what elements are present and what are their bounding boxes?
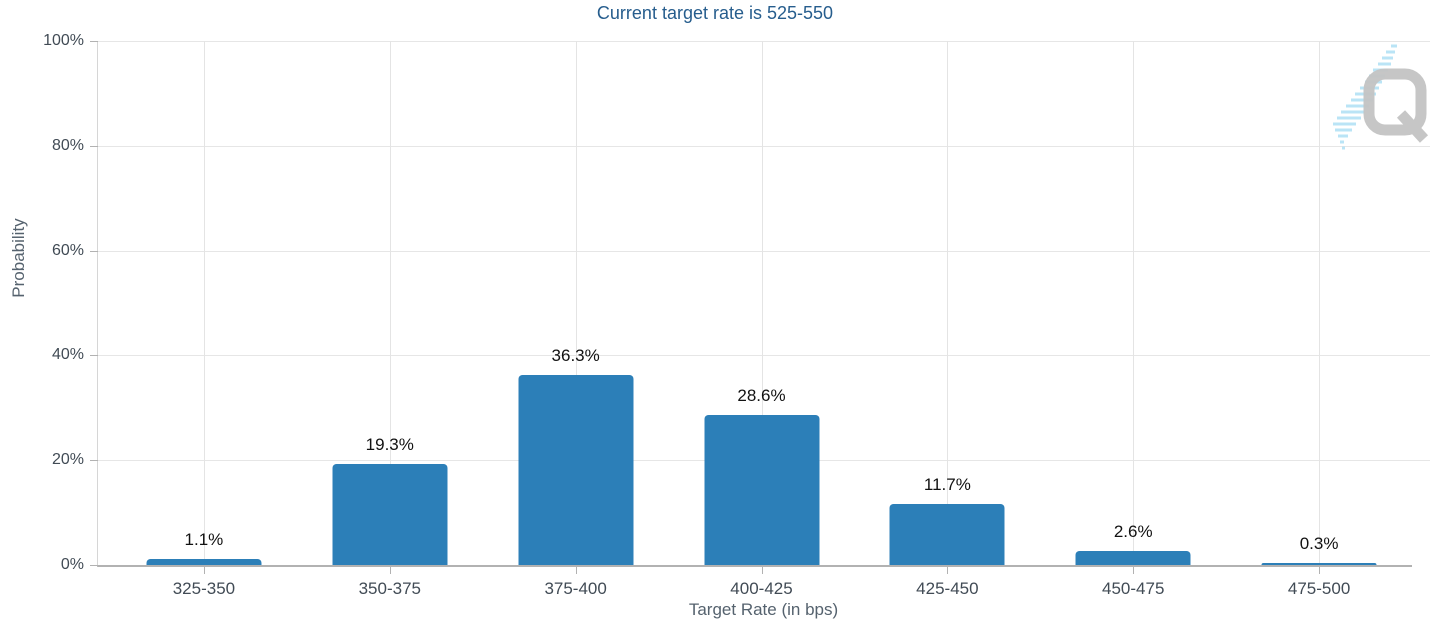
y-tick-label: 0% [60, 556, 84, 573]
bar-column: 36.3% 375-400 [483, 41, 669, 598]
x-gridline [947, 41, 949, 565]
y-axis-tick [90, 460, 98, 462]
bar-value-label: 1.1% [184, 530, 224, 549]
q-letter-icon [1363, 68, 1429, 143]
x-axis-tick [1319, 567, 1321, 574]
x-category-label: 450-475 [1102, 579, 1165, 598]
y-tick-label: 100% [43, 32, 84, 49]
y-tick-label: 60% [51, 241, 84, 259]
bar-value-label: 2.6% [1113, 522, 1153, 541]
probability-bar [518, 375, 634, 565]
y-gridline [98, 145, 1430, 147]
bar-column: 28.6% 400-425 [669, 41, 855, 598]
bar-column: 19.3% 350-375 [297, 41, 483, 598]
plot-area: 0% 20% 40% 60% 80% 100% 1.1% 325-350 19.3% 350-3… [43, 32, 1430, 598]
y-tick-label: 80% [51, 136, 84, 154]
x-category-label: 375-400 [544, 579, 607, 598]
y-axis-tick [90, 145, 98, 147]
bar-columns-row: 1.1% 325-350 19.3% 350-375 36.3% 375-400 28.6%… [98, 41, 1412, 598]
y-axis-tick [90, 250, 98, 252]
x-axis-tick [575, 567, 577, 574]
probability-bar [704, 415, 819, 565]
x-category-label: 350-375 [358, 579, 421, 598]
bar-value-label: 11.7% [923, 475, 971, 494]
probability-bar [1075, 551, 1191, 565]
chart-title: Current target rate is 525-550 [596, 3, 834, 23]
x-axis-tick [1133, 567, 1135, 574]
x-axis-tick [947, 567, 949, 574]
bar-value-label: 36.3% [551, 346, 600, 365]
bar-value-label: 28.6% [737, 386, 786, 405]
x-category-label: 425-450 [916, 579, 979, 598]
x-gridline [389, 41, 391, 565]
y-tick-label: 20% [51, 451, 84, 469]
x-gridline [203, 41, 205, 565]
y-axis-tick [90, 41, 98, 42]
probability-bar [889, 504, 1005, 565]
probability-bar [146, 559, 262, 565]
x-axis-tick [203, 567, 205, 574]
bar-column: 1.1% 325-350 [111, 41, 297, 598]
x-gridline [1319, 41, 1321, 565]
y-gridline [98, 250, 1430, 252]
q-watermark-logo [1325, 40, 1430, 158]
x-gridline [761, 41, 763, 565]
bar-column: 11.7% 425-450 [854, 41, 1040, 598]
x-gridline [1133, 41, 1135, 565]
bar-value-label: 0.3% [1299, 534, 1339, 553]
x-category-label: 325-350 [172, 579, 236, 598]
bar-column: 2.6% 450-475 [1040, 41, 1226, 598]
x-axis-title: Target Rate (in bps) [688, 600, 839, 619]
x-axis-tick [389, 567, 391, 574]
x-gridline [575, 41, 577, 565]
x-axis-tick [761, 567, 763, 574]
probability-bar [1261, 563, 1377, 565]
bar-column: 0.3% 475-500 [1226, 41, 1412, 598]
y-gridline [98, 355, 1430, 357]
x-category-label: 400-425 [730, 579, 793, 598]
y-tick-label: 40% [51, 346, 84, 364]
probability-bar [332, 464, 448, 565]
x-category-label: 475-500 [1287, 579, 1351, 598]
bar-value-label: 19.3% [365, 435, 414, 454]
y-gridline [98, 41, 1430, 42]
y-axis-tick [90, 565, 98, 566]
y-axis-tick [90, 355, 98, 357]
